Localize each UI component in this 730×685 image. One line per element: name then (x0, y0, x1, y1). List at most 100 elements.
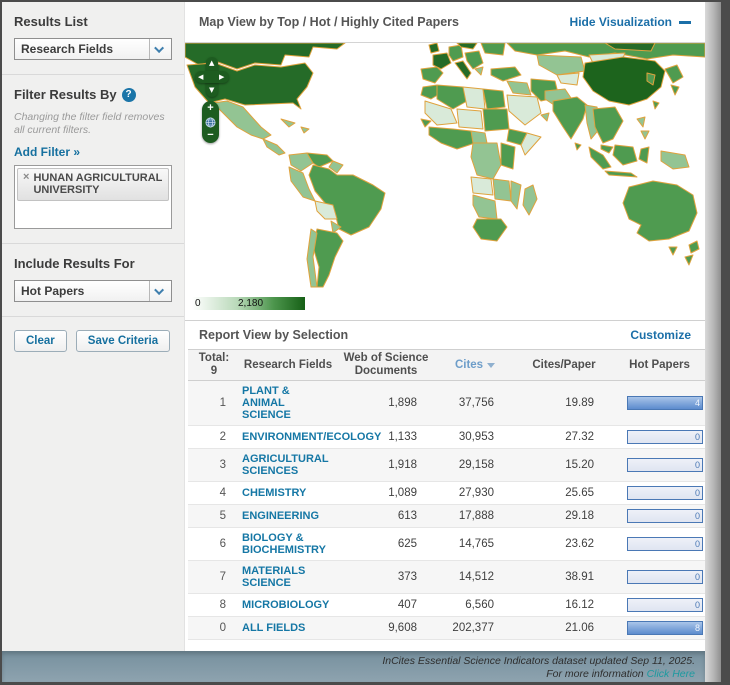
field-link[interactable]: MICROBIOLOGY (240, 595, 336, 615)
click-here-link[interactable]: Click Here (647, 668, 695, 680)
filter-tag-label: HUNAN AGRICULTURAL UNIVERSITY (33, 172, 164, 196)
total-count-header: Total: 9 (188, 350, 240, 380)
collapse-icon (679, 21, 691, 24)
sidebar: Results List Research Fields Filter Resu… (2, 2, 185, 651)
footer-band: InCites Essential Science Indicators dat… (2, 651, 705, 682)
documents-value: 625 (336, 534, 436, 554)
table-row: 3 AGRICULTURAL SCIENCES 1,918 29,158 15.… (188, 449, 705, 482)
cites-value: 14,512 (436, 567, 514, 587)
main-panel: Map View by Top / Hot / Highly Cited Pap… (185, 2, 705, 651)
hot-papers-bar: 0 (627, 537, 703, 551)
sort-desc-icon (487, 363, 495, 368)
cites-value: 27,930 (436, 483, 514, 503)
map-zoom-control: + − (202, 101, 219, 143)
hide-visualization-link[interactable]: Hide Visualization (570, 15, 691, 29)
row-rank: 6 (188, 534, 240, 554)
field-link[interactable]: CHEMISTRY (240, 483, 336, 503)
table-row: 6 BIOLOGY & BIOCHEMISTRY 625 14,765 23.6… (188, 528, 705, 561)
include-results-section: Include Results For Hot Papers (2, 244, 184, 317)
documents-value: 373 (336, 567, 436, 587)
documents-value: 1,898 (336, 393, 436, 413)
hot-papers-bar: 0 (627, 570, 703, 584)
documents-value: 407 (336, 595, 436, 615)
hot-papers-bar: 4 (627, 396, 703, 410)
row-rank: 2 (188, 427, 240, 447)
filter-note: Changing the filter field removes all cu… (14, 111, 172, 137)
pan-down-icon[interactable]: ▼ (209, 87, 214, 94)
row-rank: 8 (188, 595, 240, 615)
cites-value: 17,888 (436, 506, 514, 526)
add-filter-link[interactable]: Add Filter » (14, 145, 172, 159)
table-row: 5 ENGINEERING 613 17,888 29.18 0 (188, 505, 705, 528)
globe-icon[interactable] (205, 117, 216, 128)
save-criteria-button[interactable]: Save Criteria (76, 330, 170, 352)
table-row: 4 CHEMISTRY 1,089 27,930 25.65 0 (188, 482, 705, 505)
hot-papers-bar: 0 (627, 486, 703, 500)
remove-filter-icon[interactable]: × (23, 172, 29, 183)
field-link[interactable]: AGRICULTURAL SCIENCES (240, 449, 336, 481)
map-legend: 0 2,180 (192, 297, 305, 310)
cites-paper-value: 27.32 (514, 427, 614, 447)
cites-value: 202,377 (436, 618, 514, 638)
report-view-header: Report View by Selection Customize (185, 321, 705, 349)
documents-value: 1,089 (336, 483, 436, 503)
pan-up-icon[interactable]: ▲ (209, 60, 214, 67)
results-list-heading: Results List (14, 14, 172, 29)
cites-value: 6,560 (436, 595, 514, 615)
documents-value: 1,918 (336, 455, 436, 475)
column-header-hot-papers[interactable]: Hot Papers (614, 357, 705, 374)
cites-paper-value: 21.06 (514, 618, 614, 638)
report-view-title: Report View by Selection (199, 328, 348, 342)
results-list-section: Results List Research Fields (2, 2, 184, 75)
hot-papers-bar: 0 (627, 598, 703, 612)
filter-tag[interactable]: × HUNAN AGRICULTURAL UNIVERSITY (17, 168, 169, 201)
chevron-down-icon (149, 39, 171, 59)
row-rank: 3 (188, 455, 240, 475)
field-link[interactable]: PLANT & ANIMAL SCIENCE (240, 381, 336, 425)
pan-right-icon[interactable]: ▶ (219, 74, 224, 81)
include-results-heading: Include Results For (14, 256, 172, 271)
hot-papers-bar: 0 (627, 509, 703, 523)
map-pan-control: ▲ ▼ ◀ ▶ (195, 57, 229, 97)
active-filters-box: × HUNAN AGRICULTURAL UNIVERSITY (14, 165, 172, 229)
column-header-research-fields[interactable]: Research Fields (240, 357, 336, 374)
sidebar-buttons: Clear Save Criteria (2, 317, 184, 365)
column-header-documents[interactable]: Web of Science Documents (336, 350, 436, 380)
cites-paper-value: 19.89 (514, 393, 614, 413)
zoom-in-icon[interactable]: + (207, 103, 213, 114)
include-results-select[interactable]: Hot Papers (14, 280, 172, 302)
dataset-updated-text: InCites Essential Science Indicators dat… (2, 655, 695, 668)
column-header-cites[interactable]: Cites (436, 357, 514, 374)
app-window: Results List Research Fields Filter Resu… (2, 2, 705, 682)
column-header-cites-paper[interactable]: Cites/Paper (514, 357, 614, 374)
help-icon[interactable]: ? (122, 88, 136, 102)
cites-value: 14,765 (436, 534, 514, 554)
row-rank: 1 (188, 393, 240, 413)
window-edge-scrollbar-strip[interactable] (705, 2, 721, 682)
results-list-selected-value: Research Fields (15, 39, 149, 59)
zoom-out-icon[interactable]: − (207, 130, 213, 141)
table-row: 0 ALL FIELDS 9,608 202,377 21.06 8 (188, 617, 705, 640)
cites-paper-value: 25.65 (514, 483, 614, 503)
row-rank: 7 (188, 567, 240, 587)
clear-button[interactable]: Clear (14, 330, 67, 352)
field-link[interactable]: ENGINEERING (240, 506, 336, 526)
cites-value: 37,756 (436, 393, 514, 413)
field-link[interactable]: MATERIALS SCIENCE (240, 561, 336, 593)
results-list-select[interactable]: Research Fields (14, 38, 172, 60)
table-header-row: Total: 9 Research Fields Web of Science … (188, 349, 705, 381)
world-map[interactable] (185, 43, 705, 293)
filter-section: Filter Results By ? Changing the filter … (2, 75, 184, 244)
field-link[interactable]: BIOLOGY & BIOCHEMISTRY (240, 528, 336, 560)
table-row: 1 PLANT & ANIMAL SCIENCE 1,898 37,756 19… (188, 381, 705, 426)
hot-papers-bar: 0 (627, 458, 703, 472)
pan-left-icon[interactable]: ◀ (198, 74, 203, 81)
hot-papers-bar: 0 (627, 430, 703, 444)
row-rank: 0 (188, 618, 240, 638)
map-view-header: Map View by Top / Hot / Highly Cited Pap… (185, 2, 705, 43)
field-link[interactable]: ENVIRONMENT/ECOLOGY (240, 427, 336, 447)
cites-value: 29,158 (436, 455, 514, 475)
customize-link[interactable]: Customize (630, 328, 691, 342)
table-row: 7 MATERIALS SCIENCE 373 14,512 38.91 0 (188, 561, 705, 594)
field-link[interactable]: ALL FIELDS (240, 618, 336, 638)
